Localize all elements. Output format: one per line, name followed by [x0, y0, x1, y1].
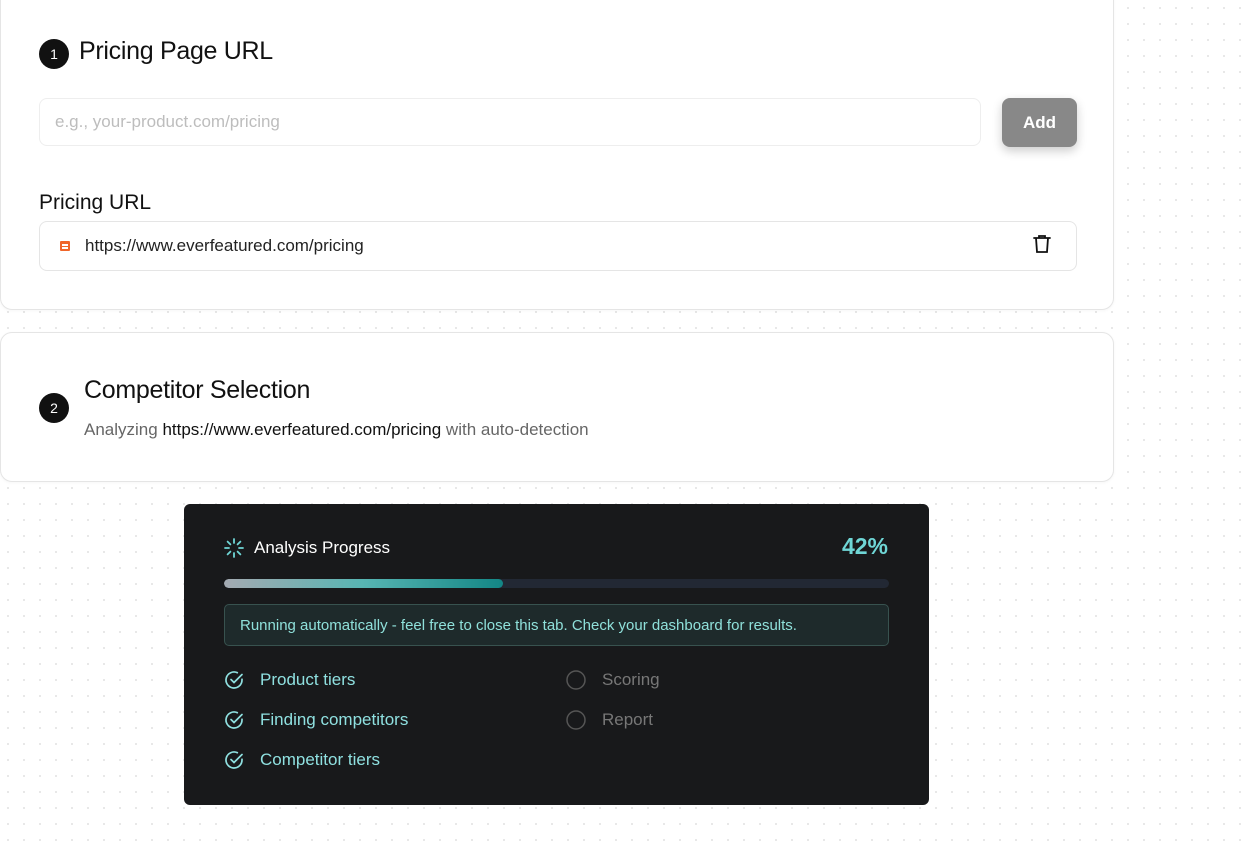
spinner-icon: [224, 538, 244, 558]
pricing-url-card: 1 Pricing Page URL Add Pricing URL https…: [0, 0, 1114, 310]
step-label: Report: [602, 710, 654, 729]
empty-circle-icon: [566, 670, 586, 690]
competitor-selection-card: 2 Competitor Selection Analyzing https:/…: [0, 332, 1114, 482]
step-number-badge: 1: [39, 39, 69, 69]
section-title: Competitor Selection: [84, 376, 311, 404]
trash-icon[interactable]: [1033, 234, 1051, 259]
pricing-url-input[interactable]: [39, 98, 981, 146]
progress-step: Competitor tiers: [224, 750, 380, 770]
check-circle-icon: [225, 751, 243, 769]
step-label: Finding competitors: [260, 710, 409, 729]
progress-step: Product tiers: [224, 670, 355, 690]
analysis-progress-panel: Analysis Progress 42% Running automatica…: [184, 504, 929, 805]
step-label: Product tiers: [260, 670, 356, 689]
progress-title: Analysis Progress: [254, 538, 391, 557]
analyzed-url: https://www.everfeatured.com/pricing: [162, 420, 442, 439]
progress-step: Report: [566, 710, 653, 730]
progress-percent: 42%: [841, 533, 888, 559]
section-title: Pricing Page URL: [79, 37, 273, 65]
empty-circle-icon: [566, 710, 586, 730]
progress-bar-fill: [224, 579, 504, 588]
site-favicon-icon: [60, 241, 70, 251]
progress-step: Scoring: [566, 670, 660, 690]
check-circle-icon: [225, 671, 243, 689]
progress-step: Finding competitors: [224, 710, 408, 730]
url-list-item: https://www.everfeatured.com/pricing: [39, 221, 1077, 271]
analysis-subtitle: Analyzing https://www.everfeatured.com/p…: [84, 420, 589, 439]
step-label: Competitor tiers: [260, 750, 380, 769]
url-text: https://www.everfeatured.com/pricing: [85, 236, 364, 255]
step-label: Scoring: [602, 670, 660, 689]
step-number-badge: 2: [39, 393, 69, 423]
check-circle-icon: [225, 711, 243, 729]
pricing-url-label: Pricing URL: [39, 191, 152, 214]
running-note: Running automatically - feel free to clo…: [224, 604, 889, 646]
add-button[interactable]: Add: [1002, 98, 1077, 147]
progress-bar: [224, 579, 889, 588]
